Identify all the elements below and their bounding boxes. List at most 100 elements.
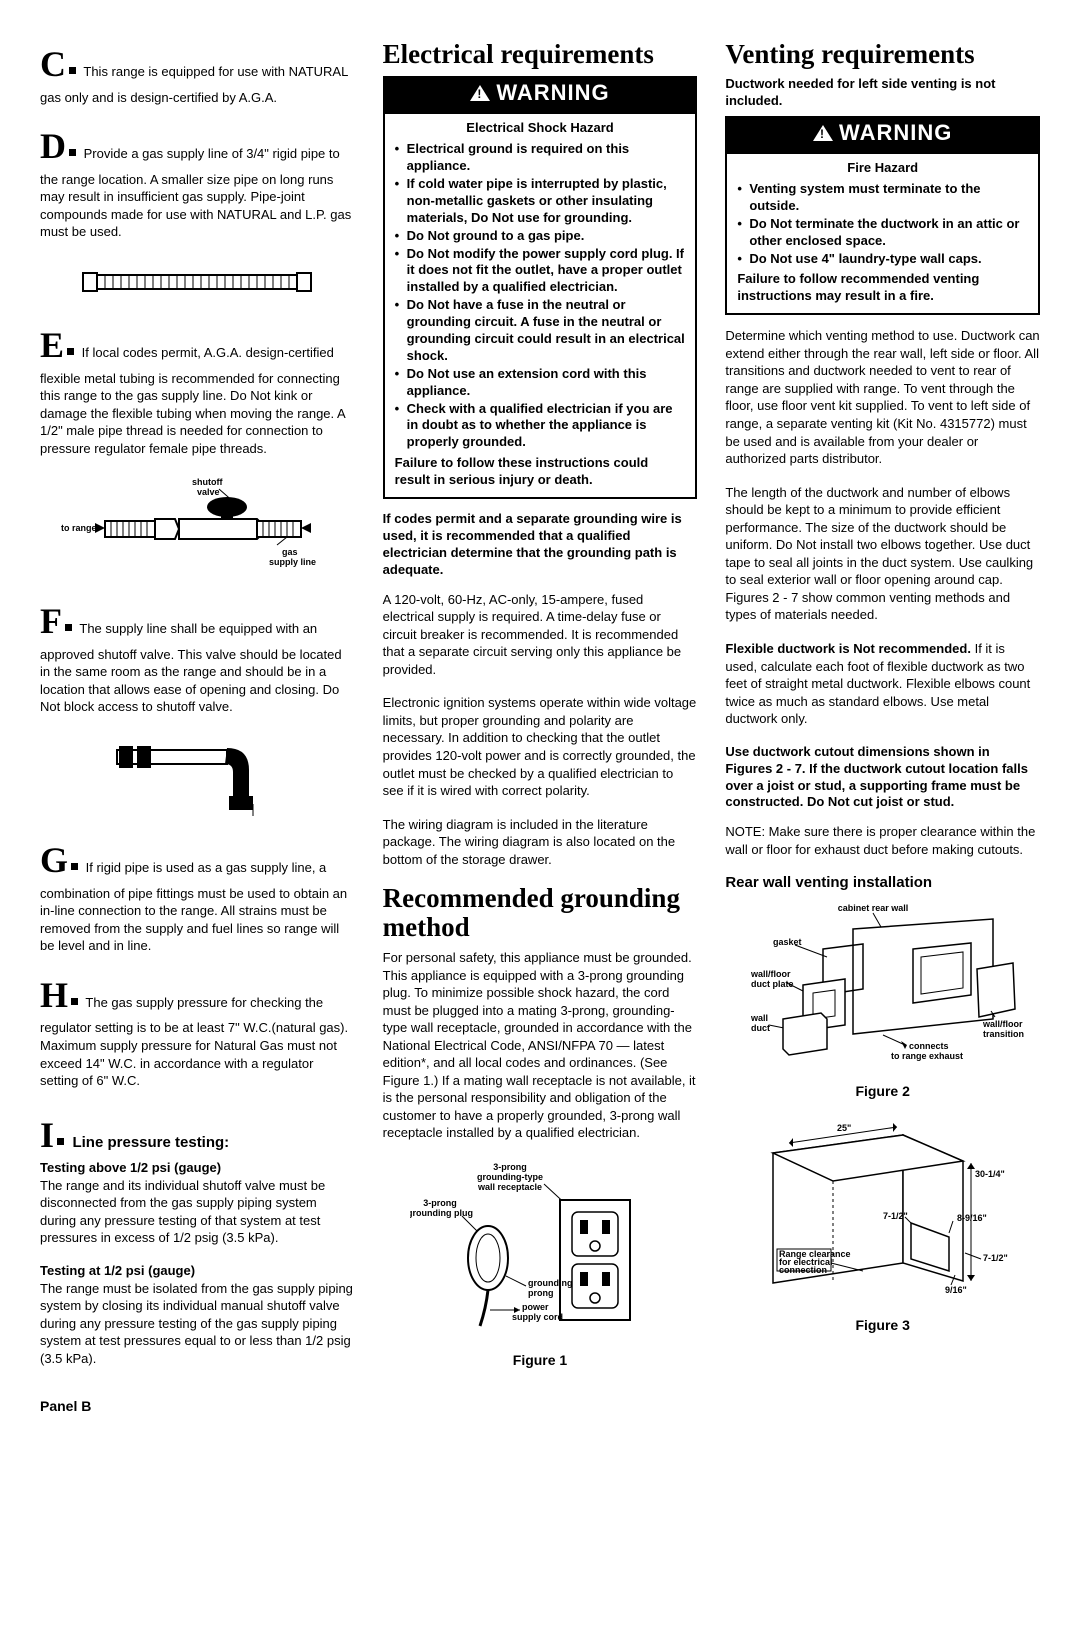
warning-footer: Failure to follow these instructions cou… (395, 455, 686, 489)
svg-text:8-9/16": 8-9/16" (957, 1213, 987, 1223)
i-t1-body: The range and its individual shutoff val… (40, 1177, 355, 1247)
dot-icon (69, 67, 76, 74)
letter-g: G (40, 840, 68, 880)
text-d: Provide a gas supply line of 3/4" rigid … (40, 146, 351, 239)
warn-item: Do Not use 4" laundry-type wall caps. (737, 251, 1028, 268)
page: C This range is equipped for use with NA… (40, 40, 1040, 1414)
letter-c: C (40, 44, 66, 84)
svg-text:9/16": 9/16" (945, 1285, 967, 1295)
grounding-heading: Recommended grounding method (383, 884, 698, 941)
i-t2-body: The range must be isolated from the gas … (40, 1280, 355, 1368)
svg-text:30-1/4": 30-1/4" (975, 1169, 1005, 1179)
svg-text:prong: prong (528, 1288, 554, 1298)
svg-text:valve: valve (197, 487, 220, 497)
vent-flex: Flexible ductwork is Not recommended. If… (725, 640, 1040, 728)
vent-p1: Determine which venting method to use. D… (725, 327, 1040, 467)
warn-item: Check with a qualified electrician if yo… (395, 401, 686, 452)
svg-text:transition: transition (983, 1029, 1024, 1039)
svg-text:wall: wall (750, 1013, 768, 1023)
elec-p2: Electronic ignition systems operate with… (383, 694, 698, 799)
vent-note: NOTE: Make sure there is proper clearanc… (725, 823, 1040, 858)
warn-item: Do Not terminate the ductwork in an atti… (737, 216, 1028, 250)
figure-2-caption: Figure 2 (725, 1083, 1040, 1099)
warn-item: Do Not have a fuse in the neutral or gro… (395, 297, 686, 365)
label-shutoff: shutoff (192, 477, 223, 487)
warning-box-electrical: Electrical Shock Hazard Electrical groun… (383, 112, 698, 499)
rear-wall-heading: Rear wall venting installation (725, 874, 1040, 891)
text-g: If rigid pipe is used as a gas supply li… (40, 860, 347, 953)
dot-icon (71, 998, 78, 1005)
warning-list: Venting system must terminate to the out… (737, 181, 1028, 267)
venting-heading: Venting requirements (725, 40, 1040, 68)
column-2: Electrical requirements WARNING Electric… (383, 40, 698, 1414)
svg-text:cabinet rear wall: cabinet rear wall (837, 903, 908, 913)
warning-bar-venting: WARNING (725, 116, 1040, 152)
svg-text:power: power (522, 1302, 549, 1312)
warn-item: Electrical ground is required on this ap… (395, 141, 686, 175)
grounding-p: For personal safety, this appliance must… (383, 949, 698, 1142)
vent-p2: The length of the ductwork and number of… (725, 484, 1040, 624)
column-3: Venting requirements Ductwork needed for… (725, 40, 1040, 1414)
dot-icon (71, 863, 78, 870)
svg-text:connection: connection (779, 1265, 827, 1275)
warning-label: WARNING (839, 120, 952, 145)
text-f: The supply line shall be equipped with a… (40, 621, 342, 714)
svg-text:wall/floor: wall/floor (982, 1019, 1023, 1029)
section-d: D Provide a gas supply line of 3/4" rigi… (40, 122, 355, 241)
svg-text:supply cord: supply cord (512, 1312, 563, 1322)
svg-text:to range exhaust: to range exhaust (891, 1051, 963, 1061)
dot-icon (67, 348, 74, 355)
section-c: C This range is equipped for use with NA… (40, 40, 355, 106)
section-e: E If local codes permit, A.G.A. design-c… (40, 321, 355, 457)
warning-title: Fire Hazard (737, 160, 1028, 177)
warn-item: Do Not modify the power supply cord plug… (395, 246, 686, 297)
panel-label: Panel B (40, 1398, 355, 1414)
svg-text:3-prong: 3-prong (423, 1198, 457, 1208)
shutoff-valve-illustration: shutoff valve to range gas supply line (40, 473, 355, 583)
warn-item: Venting system must terminate to the out… (737, 181, 1028, 215)
letter-d: D (40, 126, 66, 166)
electrical-heading: Electrical requirements (383, 40, 698, 68)
i-t2-title: Testing at 1/2 psi (gauge) (40, 1263, 355, 1278)
grounding-bold: If codes permit and a separate grounding… (383, 511, 698, 579)
warn-item: If cold water pipe is interrupted by pla… (395, 176, 686, 227)
warning-footer: Failure to follow recommended venting in… (737, 271, 1028, 305)
grounding-figure: 3-prong grounding-type wall receptacle 3… (383, 1158, 698, 1338)
label-torange: to range (61, 523, 97, 533)
venting-pre: Ductwork needed for left side venting is… (725, 76, 1040, 110)
section-i: I Line pressure testing: Testing above 1… (40, 1114, 355, 1368)
svg-text:7-1/2": 7-1/2" (983, 1253, 1008, 1263)
elec-p3: The wiring diagram is included in the li… (383, 816, 698, 869)
dot-icon (57, 1138, 64, 1145)
warning-label: WARNING (496, 80, 609, 105)
dot-icon (65, 624, 72, 631)
svg-text:supply line: supply line (269, 557, 316, 567)
warning-triangle-icon (470, 85, 490, 101)
svg-text:wall receptacle: wall receptacle (477, 1182, 542, 1192)
text-e: If local codes permit, A.G.A. design-cer… (40, 345, 345, 456)
dot-icon (69, 149, 76, 156)
warning-triangle-icon (813, 125, 833, 141)
i-title: Line pressure testing: (72, 1134, 229, 1151)
vent-cutout: Use ductwork cutout dimensions shown in … (725, 744, 1040, 812)
svg-text:duct plate: duct plate (751, 979, 794, 989)
svg-text:connects: connects (909, 1041, 949, 1051)
elec-p1: A 120-volt, 60-Hz, AC-only, 15-ampere, f… (383, 591, 698, 679)
svg-text:grounding-type: grounding-type (477, 1172, 543, 1182)
warning-list: Electrical ground is required on this ap… (395, 141, 686, 451)
text-h: The gas supply pressure for checking the… (40, 995, 348, 1088)
svg-text:25": 25" (837, 1123, 851, 1133)
letter-e: E (40, 325, 64, 365)
figure-3-caption: Figure 3 (725, 1317, 1040, 1333)
letter-f: F (40, 601, 62, 641)
warn-item: Do Not ground to a gas pipe. (395, 228, 686, 245)
svg-text:gas: gas (282, 547, 298, 557)
svg-text:3-prong: 3-prong (493, 1162, 527, 1172)
text-c: This range is equipped for use with NATU… (40, 64, 348, 105)
svg-text:duct: duct (751, 1023, 770, 1033)
warning-box-venting: Fire Hazard Venting system must terminat… (725, 152, 1040, 315)
elbow-fitting-illustration (40, 732, 355, 822)
section-f: F The supply line shall be equipped with… (40, 597, 355, 716)
section-g: G If rigid pipe is used as a gas supply … (40, 836, 355, 955)
letter-i: I (40, 1115, 54, 1155)
